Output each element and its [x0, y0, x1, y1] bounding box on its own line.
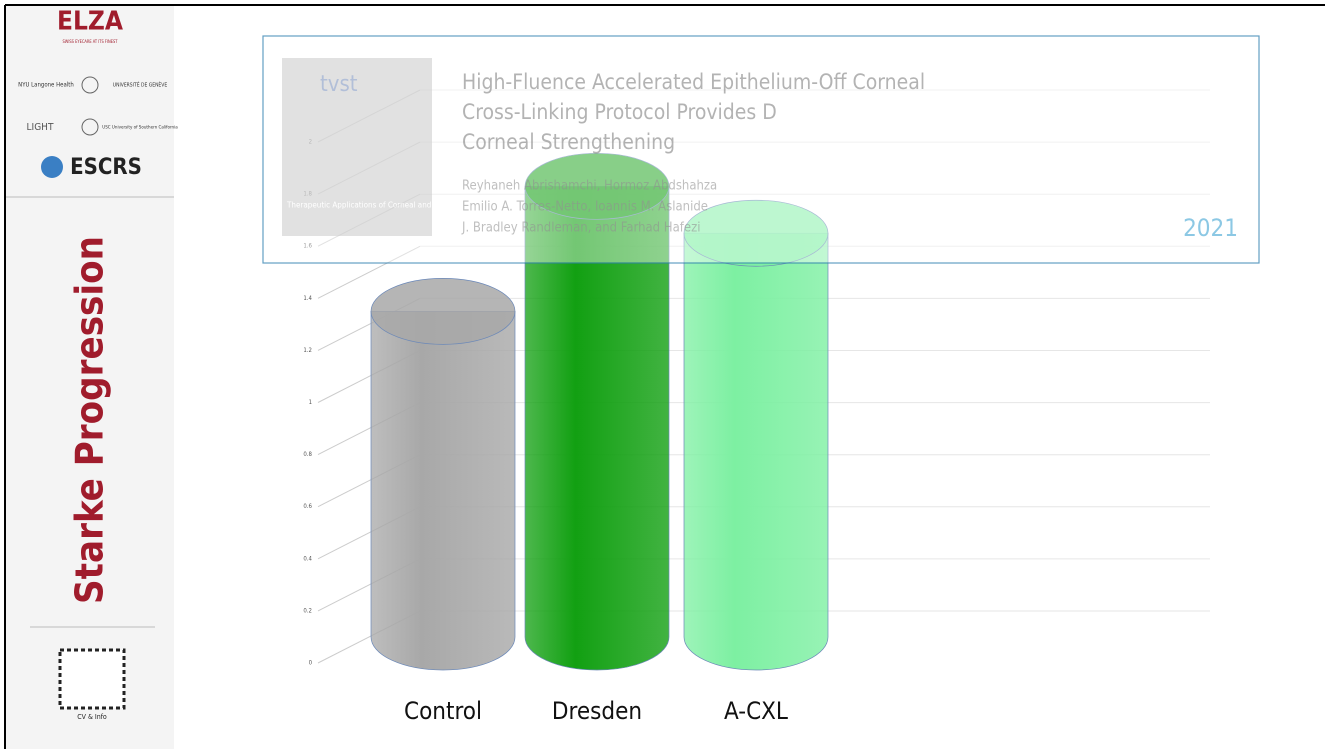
x-tick-label: Dresden: [552, 697, 642, 725]
partner: UNIVERSITÉ DE GENÈVE: [113, 81, 168, 89]
y-tick-label: 0.4: [303, 555, 312, 562]
y-tick-label: 1.2: [303, 347, 312, 354]
article-authors: J. Bradley Randleman, and Farhad Hafezi: [461, 221, 700, 236]
x-tick-label: Control: [404, 697, 482, 725]
partner: NYU Langone Health: [18, 82, 74, 89]
y-tick-label: 1.4: [303, 295, 312, 302]
y-tick-label: 0.8: [303, 451, 312, 458]
article-overlay: tvst Therapeutic Applications of Corneal…: [263, 36, 1259, 263]
article-authors: Emilio A. Torres-Netto, Ioannis M. Aslan…: [462, 200, 708, 215]
year: 2021: [1183, 214, 1238, 242]
bar: [684, 233, 828, 670]
partner: USC University of Southern California: [102, 125, 178, 131]
y-tick-label: 0.6: [303, 503, 312, 510]
escrs-icon: [41, 156, 63, 178]
bar-top: [371, 278, 515, 344]
bar: [371, 311, 515, 670]
logo: ELZA: [57, 7, 123, 37]
x-tick-label: A-CXL: [724, 697, 788, 725]
partner: LIGHT: [27, 122, 54, 133]
qr-code: [60, 650, 124, 708]
article-title: High-Fluence Accelerated Epithelium-Off …: [462, 70, 925, 94]
y-tick-label: 0: [309, 660, 313, 667]
heading: Starke Progression: [68, 236, 112, 604]
slide: ELZA SWISS EYECARE AT ITS FINEST NYU Lan…: [0, 0, 1325, 749]
journal: tvst: [320, 72, 358, 97]
logo-tagline: SWISS EYECARE AT ITS FINEST: [62, 39, 118, 44]
article-title: Cross-Linking Protocol Provides D: [462, 100, 777, 124]
article-authors: Reyhaneh Abrishamchi, Hormoz Abdshahza: [462, 179, 717, 194]
y-tick-label: 0.2: [303, 607, 312, 614]
partner: ESCRS: [70, 155, 142, 180]
y-tick-label: 1: [309, 399, 312, 406]
article-title: Corneal Strengthening: [462, 130, 675, 154]
qr-caption: CV & Info: [77, 713, 107, 721]
